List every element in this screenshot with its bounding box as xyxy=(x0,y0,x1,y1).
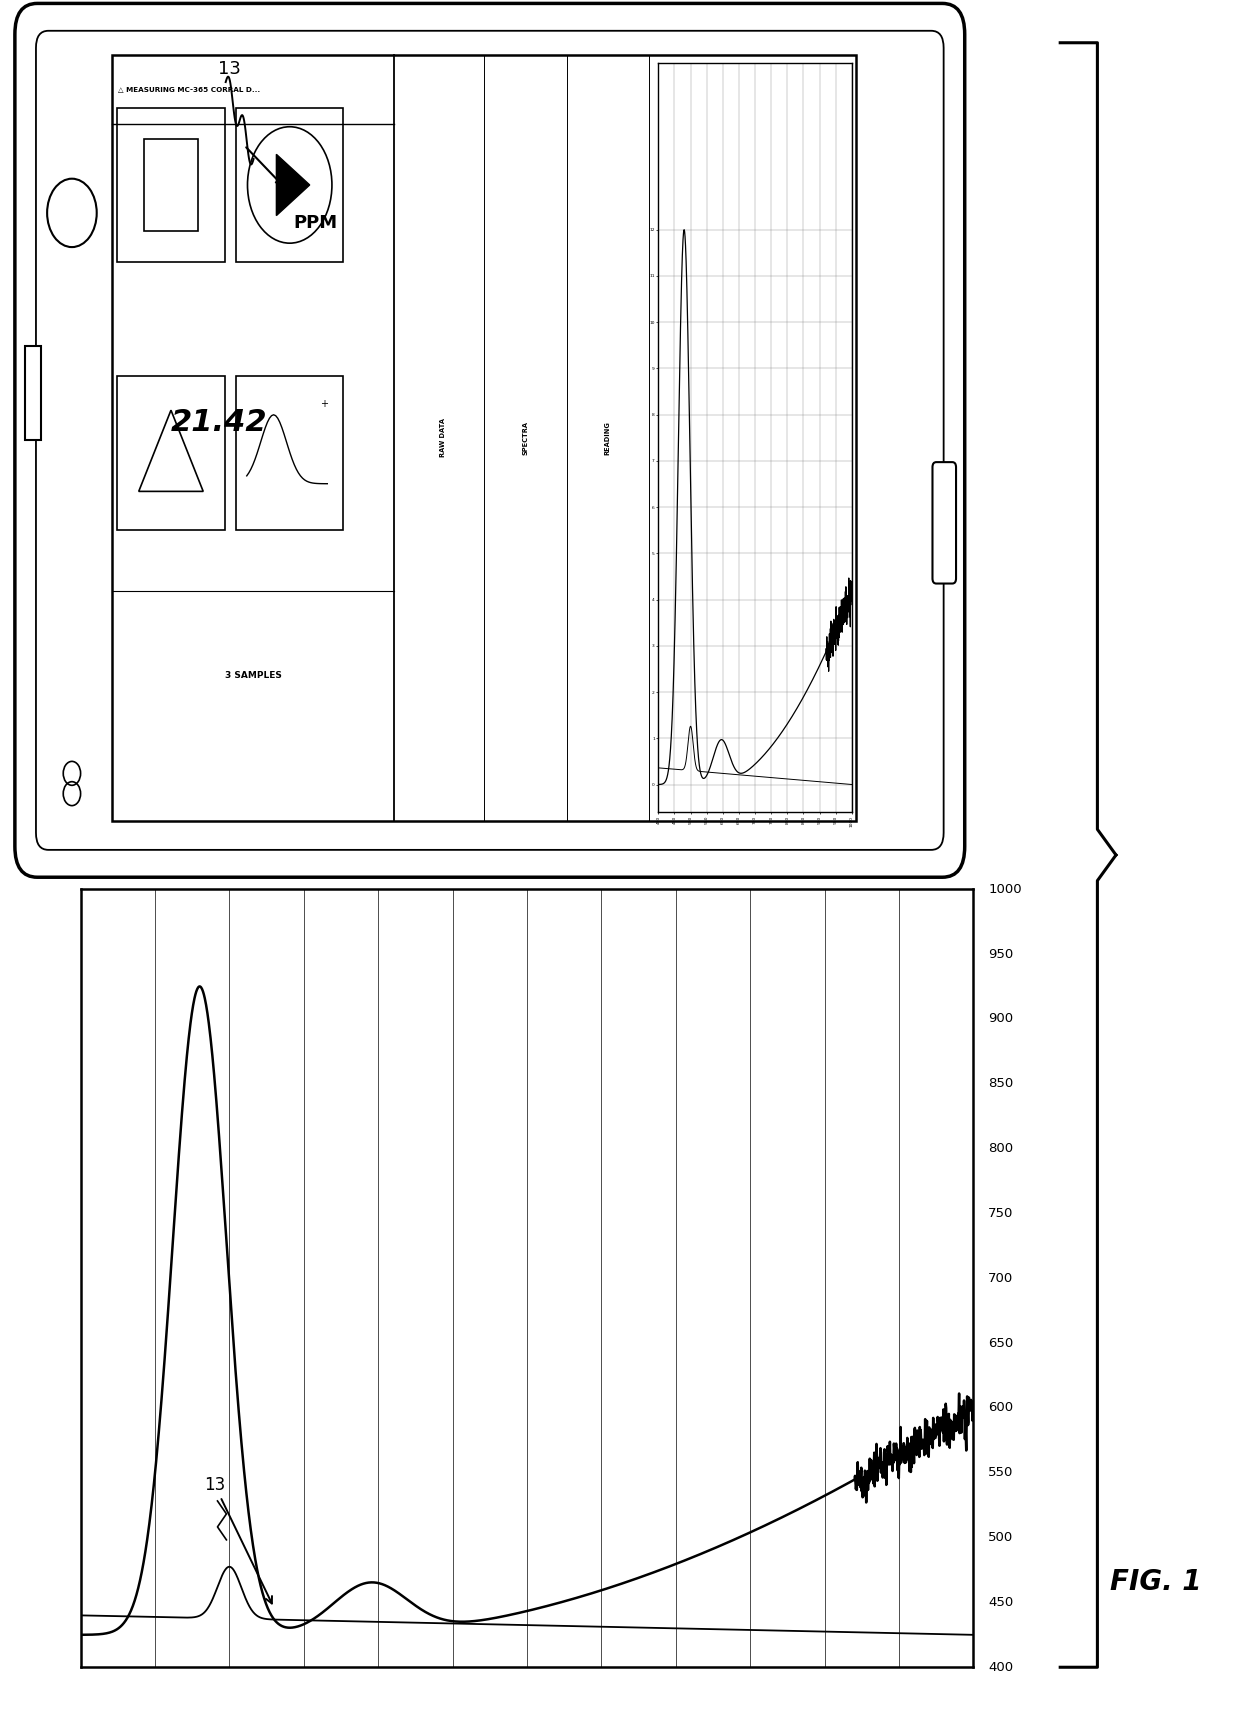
Bar xyxy=(25,345,41,441)
Text: PPM: PPM xyxy=(293,214,337,233)
Text: △ MEASURING MC-365 CORRAL D...: △ MEASURING MC-365 CORRAL D... xyxy=(118,86,260,92)
Bar xyxy=(236,376,343,530)
Text: 900: 900 xyxy=(988,1012,1013,1026)
Bar xyxy=(112,55,856,821)
Text: 500: 500 xyxy=(988,1530,1013,1544)
Text: FIG. 1: FIG. 1 xyxy=(1110,1568,1202,1595)
Bar xyxy=(118,376,224,530)
Bar xyxy=(144,139,198,231)
Text: 3 SAMPLES: 3 SAMPLES xyxy=(224,670,281,681)
Text: 850: 850 xyxy=(988,1077,1013,1091)
Polygon shape xyxy=(277,154,310,215)
Text: 13: 13 xyxy=(218,60,241,79)
Text: +: + xyxy=(320,398,329,409)
Text: 750: 750 xyxy=(988,1207,1013,1219)
Text: RAW DATA: RAW DATA xyxy=(440,419,445,457)
Bar xyxy=(118,108,224,262)
Text: 800: 800 xyxy=(988,1142,1013,1154)
Text: 700: 700 xyxy=(988,1272,1013,1284)
Text: 400: 400 xyxy=(988,1660,1013,1674)
Text: 950: 950 xyxy=(988,947,1013,961)
FancyBboxPatch shape xyxy=(15,3,965,877)
Bar xyxy=(236,108,343,262)
FancyBboxPatch shape xyxy=(932,462,956,583)
Text: 550: 550 xyxy=(988,1465,1013,1479)
Text: 21.42: 21.42 xyxy=(171,409,268,438)
Text: 13: 13 xyxy=(203,1476,272,1604)
Text: 1000: 1000 xyxy=(988,882,1022,896)
Text: 600: 600 xyxy=(988,1402,1013,1414)
Text: 450: 450 xyxy=(988,1595,1013,1609)
Text: READING: READING xyxy=(605,421,611,455)
Text: 650: 650 xyxy=(988,1337,1013,1349)
Text: SPECTRA: SPECTRA xyxy=(522,421,528,455)
